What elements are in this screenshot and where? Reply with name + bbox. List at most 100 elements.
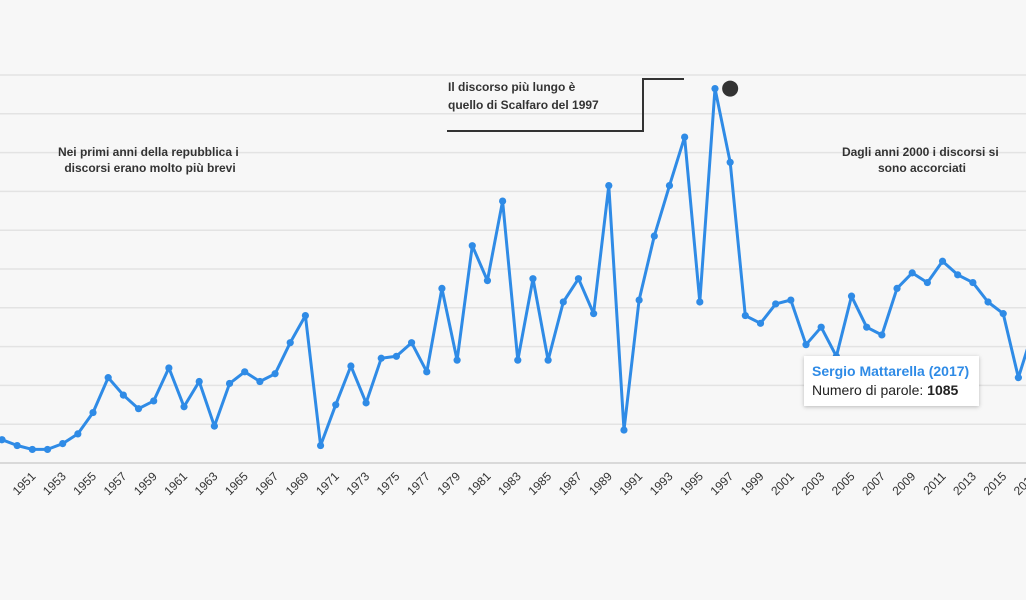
data-point[interactable]: [43, 445, 52, 454]
data-point[interactable]: [817, 323, 825, 331]
x-tick-label: 1989: [586, 469, 615, 498]
data-point[interactable]: [741, 311, 749, 320]
data-point[interactable]: [969, 278, 977, 287]
data-point[interactable]: [878, 331, 886, 339]
x-tick-label: 2001: [768, 469, 797, 498]
data-point[interactable]: [665, 181, 674, 190]
data-point[interactable]: [468, 242, 476, 250]
data-point[interactable]: [28, 445, 36, 454]
x-tick-label: 1965: [222, 469, 251, 498]
data-point[interactable]: [13, 441, 21, 450]
data-point[interactable]: [104, 374, 112, 382]
data-point[interactable]: [225, 379, 234, 388]
data-point[interactable]: [195, 377, 203, 386]
x-tick-label: 2013: [950, 469, 979, 498]
data-point[interactable]: [847, 292, 856, 300]
annotation-peak: Il discorso più lungo è quello di Scalfa…: [448, 80, 599, 112]
data-point[interactable]: [681, 133, 689, 141]
data-point[interactable]: [711, 84, 719, 93]
data-point[interactable]: [529, 275, 537, 283]
x-tick-label: 1997: [707, 469, 736, 498]
x-tick-label: 2009: [890, 469, 919, 498]
data-point[interactable]: [453, 356, 461, 364]
peak-marker[interactable]: [722, 80, 739, 97]
data-point[interactable]: [923, 278, 931, 287]
data-point[interactable]: [559, 298, 567, 306]
data-point[interactable]: [332, 401, 340, 409]
x-tick-label: 1975: [374, 469, 403, 498]
data-point[interactable]: [544, 356, 552, 364]
x-axis: 1951 1953 1955 1957 1959 1961 1963 1965 1967 1969…: [10, 469, 1026, 498]
annotation-right-line-1: Dagli anni 2000 i discorsi si: [842, 145, 999, 159]
data-point[interactable]: [954, 271, 962, 279]
data-point[interactable]: [134, 405, 143, 413]
data-point[interactable]: [620, 426, 628, 434]
data-point[interactable]: [0, 436, 6, 444]
data-point[interactable]: [984, 298, 992, 306]
data-point[interactable]: [590, 310, 598, 318]
data-point[interactable]: [119, 391, 127, 399]
data-point[interactable]: [483, 277, 492, 285]
x-tick-label: 1983: [495, 469, 524, 498]
data-point[interactable]: [150, 397, 158, 405]
data-point[interactable]: [392, 352, 401, 360]
tooltip-body: Numero di parole: 1085: [812, 381, 969, 400]
x-tick-label: 2011: [921, 469, 949, 497]
data-point[interactable]: [605, 181, 613, 190]
data-point[interactable]: [1014, 374, 1022, 382]
data-point[interactable]: [165, 364, 173, 372]
x-tick-label: 1985: [525, 469, 554, 498]
data-point[interactable]: [787, 296, 795, 304]
data-point[interactable]: [696, 298, 704, 306]
data-point[interactable]: [301, 311, 309, 320]
data-point[interactable]: [726, 158, 734, 166]
data-point[interactable]: [499, 197, 507, 205]
data-point[interactable]: [180, 403, 188, 411]
x-tick-label: 1981: [465, 469, 494, 498]
data-point[interactable]: [347, 362, 355, 370]
data-point[interactable]: [863, 323, 871, 331]
data-point[interactable]: [241, 368, 249, 376]
x-tick-label: 2003: [799, 469, 828, 498]
tooltip-value: 1085: [927, 382, 959, 398]
data-point[interactable]: [316, 441, 325, 450]
series: [0, 80, 1026, 454]
data-point[interactable]: [286, 339, 294, 347]
data-point[interactable]: [574, 275, 583, 283]
x-tick-label: 1953: [40, 469, 69, 498]
data-point[interactable]: [407, 339, 416, 347]
data-point[interactable]: [635, 296, 643, 304]
data-point[interactable]: [377, 354, 385, 362]
tooltip: Sergio Mattarella (2017) Numero di parol…: [804, 356, 980, 406]
data-point[interactable]: [650, 232, 658, 240]
tooltip-title: Sergio Mattarella (2017): [812, 363, 970, 379]
data-point[interactable]: [893, 284, 901, 292]
data-point[interactable]: [772, 300, 780, 308]
data-point[interactable]: [938, 257, 947, 265]
data-point[interactable]: [362, 399, 370, 407]
data-point[interactable]: [59, 440, 67, 448]
data-point[interactable]: [89, 408, 97, 417]
data-point[interactable]: [908, 269, 916, 277]
x-tick-label: 2007: [859, 469, 888, 498]
x-tick-label: 2017: [1011, 469, 1026, 498]
data-point[interactable]: [514, 356, 522, 364]
annotation-right: Dagli anni 2000 i discorsi si sono accor…: [842, 145, 1002, 175]
data-point[interactable]: [999, 310, 1007, 318]
tooltip-label: Numero di parole:: [812, 382, 924, 398]
x-tick-label: 1951: [10, 469, 39, 498]
x-tick-label: 2015: [981, 469, 1010, 498]
x-tick-label: 1973: [343, 469, 372, 498]
data-point[interactable]: [271, 370, 279, 378]
data-point[interactable]: [756, 319, 765, 327]
x-tick-label: 1969: [283, 469, 312, 498]
x-tick-label: 1993: [647, 469, 676, 498]
data-point[interactable]: [210, 422, 218, 430]
data-point[interactable]: [802, 341, 810, 349]
x-tick-label: 1963: [192, 469, 221, 498]
data-point[interactable]: [423, 368, 431, 376]
data-point[interactable]: [74, 430, 82, 438]
data-point[interactable]: [438, 284, 446, 292]
annotation-peak-line-2: quello di Scalfaro del 1997: [448, 98, 599, 112]
data-point[interactable]: [256, 377, 264, 386]
